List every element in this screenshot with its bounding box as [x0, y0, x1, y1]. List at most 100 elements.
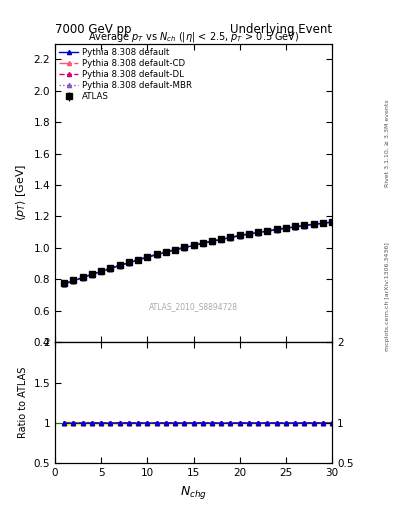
Pythia 8.308 default	[210, 238, 215, 244]
Pythia 8.308 default-MBR	[210, 239, 215, 245]
Pythia 8.308 default-DL	[182, 244, 187, 250]
Pythia 8.308 default-MBR	[274, 227, 279, 233]
Line: Pythia 8.308 default-DL: Pythia 8.308 default-DL	[62, 220, 334, 286]
Text: ATLAS_2010_S8894728: ATLAS_2010_S8894728	[149, 302, 238, 311]
Pythia 8.308 default-CD	[108, 265, 113, 271]
Text: Rivet 3.1.10, ≥ 3.3M events: Rivet 3.1.10, ≥ 3.3M events	[385, 99, 389, 187]
Pythia 8.308 default-MBR	[219, 237, 224, 243]
Pythia 8.308 default-MBR	[62, 281, 67, 287]
Pythia 8.308 default-CD	[163, 249, 168, 255]
Line: Pythia 8.308 default-CD: Pythia 8.308 default-CD	[62, 220, 334, 286]
Pythia 8.308 default-DL	[228, 234, 233, 240]
Pythia 8.308 default	[321, 220, 325, 226]
Pythia 8.308 default-DL	[127, 260, 131, 266]
Pythia 8.308 default-DL	[219, 236, 224, 242]
Pythia 8.308 default	[81, 274, 85, 281]
Pythia 8.308 default	[136, 257, 141, 263]
Pythia 8.308 default-MBR	[136, 257, 141, 263]
Pythia 8.308 default-CD	[173, 247, 178, 253]
Pythia 8.308 default-MBR	[311, 222, 316, 228]
Pythia 8.308 default-MBR	[163, 249, 168, 255]
Pythia 8.308 default	[302, 223, 307, 229]
Pythia 8.308 default-DL	[321, 220, 325, 226]
Pythia 8.308 default	[71, 278, 76, 284]
Pythia 8.308 default-MBR	[90, 271, 94, 278]
Pythia 8.308 default	[154, 251, 159, 258]
Pythia 8.308 default-MBR	[145, 254, 150, 261]
Pythia 8.308 default-CD	[182, 244, 187, 250]
Text: Underlying Event: Underlying Event	[230, 23, 332, 36]
Pythia 8.308 default	[145, 254, 150, 260]
Text: 7000 GeV pp: 7000 GeV pp	[55, 23, 132, 36]
Pythia 8.308 default-MBR	[256, 230, 261, 236]
Pythia 8.308 default-DL	[145, 254, 150, 260]
Pythia 8.308 default-DL	[247, 231, 252, 237]
Line: Pythia 8.308 default: Pythia 8.308 default	[62, 220, 334, 286]
Pythia 8.308 default	[191, 242, 196, 248]
Pythia 8.308 default-CD	[117, 262, 122, 268]
Pythia 8.308 default-CD	[311, 221, 316, 227]
Pythia 8.308 default-MBR	[108, 266, 113, 272]
Pythia 8.308 default-CD	[99, 268, 104, 274]
Pythia 8.308 default	[274, 226, 279, 232]
Pythia 8.308 default	[283, 225, 288, 231]
Pythia 8.308 default-CD	[136, 257, 141, 263]
Pythia 8.308 default	[293, 224, 298, 230]
Pythia 8.308 default	[117, 263, 122, 269]
Pythia 8.308 default-DL	[265, 228, 270, 234]
Pythia 8.308 default-DL	[163, 249, 168, 255]
Pythia 8.308 default-MBR	[237, 233, 242, 239]
Pythia 8.308 default-MBR	[117, 263, 122, 269]
Pythia 8.308 default-DL	[237, 232, 242, 239]
Pythia 8.308 default-DL	[302, 222, 307, 228]
Pythia 8.308 default-MBR	[191, 243, 196, 249]
Pythia 8.308 default-CD	[237, 232, 242, 239]
Pythia 8.308 default-CD	[274, 226, 279, 232]
Pythia 8.308 default-CD	[127, 260, 131, 266]
Legend: Pythia 8.308 default, Pythia 8.308 default-CD, Pythia 8.308 default-DL, Pythia 8: Pythia 8.308 default, Pythia 8.308 defau…	[58, 46, 193, 103]
Pythia 8.308 default-MBR	[182, 245, 187, 251]
Pythia 8.308 default-CD	[293, 224, 298, 230]
Pythia 8.308 default	[237, 232, 242, 239]
Pythia 8.308 default-MBR	[200, 241, 205, 247]
Pythia 8.308 default-CD	[219, 236, 224, 242]
Pythia 8.308 default-CD	[200, 240, 205, 246]
Pythia 8.308 default-DL	[117, 262, 122, 268]
Pythia 8.308 default-DL	[71, 278, 76, 284]
Pythia 8.308 default-MBR	[321, 220, 325, 226]
Pythia 8.308 default	[228, 234, 233, 241]
Pythia 8.308 default-DL	[90, 271, 94, 278]
Pythia 8.308 default-CD	[90, 271, 94, 278]
Pythia 8.308 default	[182, 245, 187, 251]
Pythia 8.308 default-MBR	[293, 224, 298, 230]
Pythia 8.308 default-DL	[191, 242, 196, 248]
Pythia 8.308 default-CD	[247, 231, 252, 237]
Pythia 8.308 default-CD	[81, 274, 85, 281]
Pythia 8.308 default-DL	[108, 265, 113, 271]
Pythia 8.308 default-MBR	[330, 219, 334, 225]
Pythia 8.308 default-CD	[321, 220, 325, 226]
X-axis label: $N_{chg}$: $N_{chg}$	[180, 484, 207, 501]
Pythia 8.308 default-DL	[274, 226, 279, 232]
Pythia 8.308 default	[200, 240, 205, 246]
Pythia 8.308 default-CD	[302, 222, 307, 228]
Pythia 8.308 default	[265, 228, 270, 234]
Pythia 8.308 default	[127, 260, 131, 266]
Pythia 8.308 default-DL	[330, 219, 334, 225]
Pythia 8.308 default	[256, 229, 261, 236]
Pythia 8.308 default-MBR	[228, 234, 233, 241]
Pythia 8.308 default-DL	[99, 268, 104, 274]
Pythia 8.308 default-DL	[62, 281, 67, 287]
Pythia 8.308 default	[311, 221, 316, 227]
Pythia 8.308 default-DL	[81, 274, 85, 281]
Title: Average $p_T$ vs $N_{ch}$ ($|\eta|$ < 2.5, $p_T$ > 0.5 GeV): Average $p_T$ vs $N_{ch}$ ($|\eta|$ < 2.…	[88, 30, 299, 44]
Pythia 8.308 default-MBR	[127, 260, 131, 266]
Pythia 8.308 default	[163, 249, 168, 255]
Pythia 8.308 default	[90, 271, 94, 278]
Pythia 8.308 default-CD	[256, 229, 261, 236]
Pythia 8.308 default-CD	[330, 219, 334, 225]
Pythia 8.308 default-MBR	[283, 225, 288, 231]
Pythia 8.308 default	[330, 219, 334, 225]
Pythia 8.308 default-MBR	[173, 247, 178, 253]
Pythia 8.308 default	[99, 268, 104, 274]
